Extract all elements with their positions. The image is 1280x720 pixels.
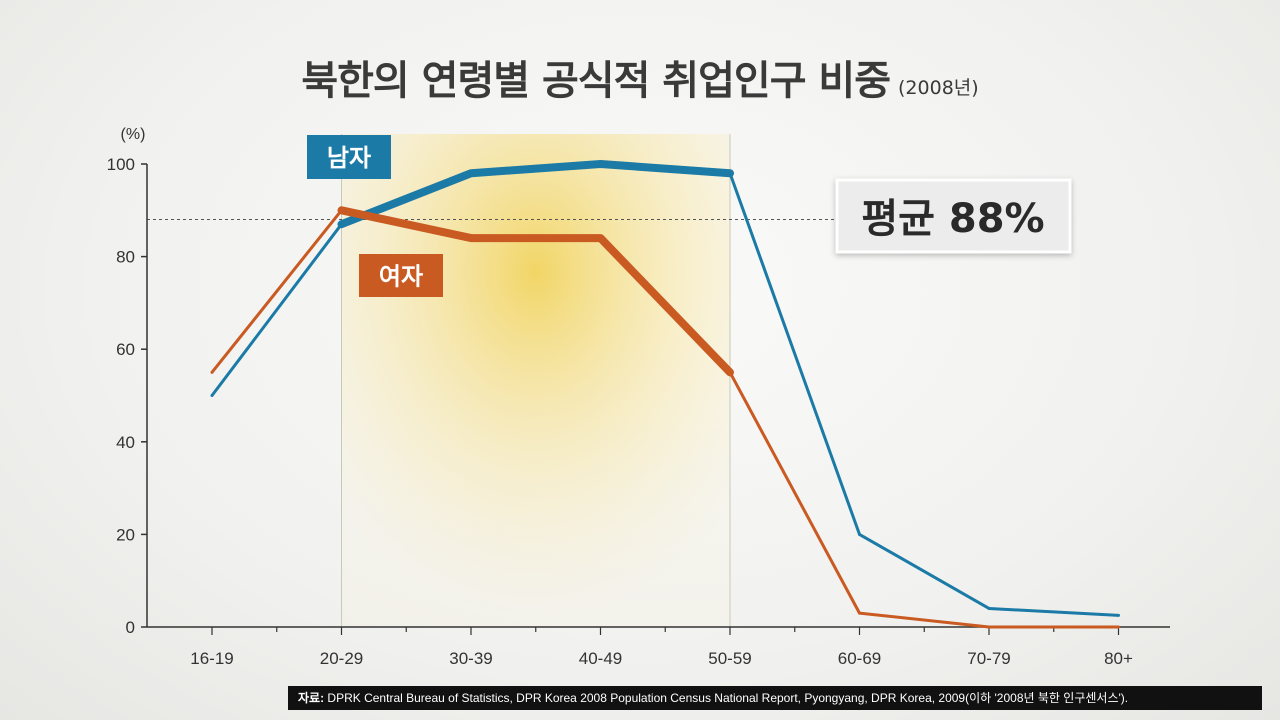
y-tick-label: 80 [116,248,135,267]
average-label: 평균 88% [861,196,1044,242]
female-data-point [210,370,214,374]
chart-title: 북한의 연령별 공식적 취업인구 비중 [301,58,891,104]
x-tick-label: 50-59 [708,649,751,668]
female-data-point [987,625,991,629]
source-note: 자료: DPRK Central Bureau of Statistics, D… [288,686,1262,710]
male-data-point [987,606,991,610]
legend-male-label: 남자 [327,144,371,172]
x-tick-label: 80+ [1104,649,1133,668]
highlight-band [341,134,730,627]
average-box [835,178,1072,254]
legend-female-label: 여자 [379,263,423,291]
y-tick-label: 100 [107,155,135,174]
x-tick-label: 30-39 [449,649,492,668]
male-data-point [210,394,214,397]
source-label: 자료: [298,691,325,705]
chart-subtitle: (2008년) [898,77,979,99]
x-tick-label: 40-49 [579,649,622,668]
y-tick-label: 0 [126,618,135,637]
male-data-point [728,171,732,175]
female-series-highlight [337,206,734,377]
x-tick-label: 20-29 [320,649,363,668]
male-data-point [1117,613,1120,617]
male-series-highlight [337,160,734,229]
x-tick-label: 70-79 [967,649,1010,668]
male-data-point [469,171,473,175]
chart-header: 북한의 연령별 공식적 취업인구 비중 (2008년) [0,48,1280,106]
female-data-point [340,208,343,212]
y-axis-unit: (%) [121,126,146,143]
female-data-point [599,236,602,240]
male-data-point [340,222,343,226]
y-tick-label: 40 [116,433,135,452]
female-data-point [1117,625,1120,629]
y-tick-label: 60 [116,340,135,359]
y-tick-label: 20 [116,525,135,544]
male-data-point [858,532,861,536]
female-data-point [469,236,473,240]
female-data-point [858,611,861,615]
x-tick-label: 60-69 [838,649,881,668]
source-text: DPRK Central Bureau of Statistics, DPR K… [327,691,1129,705]
female-data-point [728,370,732,374]
legend-female-label-box [359,254,443,297]
male-data-point [599,162,602,166]
legend-male-label-box [307,135,391,179]
x-tick-label: 16-19 [190,649,233,668]
